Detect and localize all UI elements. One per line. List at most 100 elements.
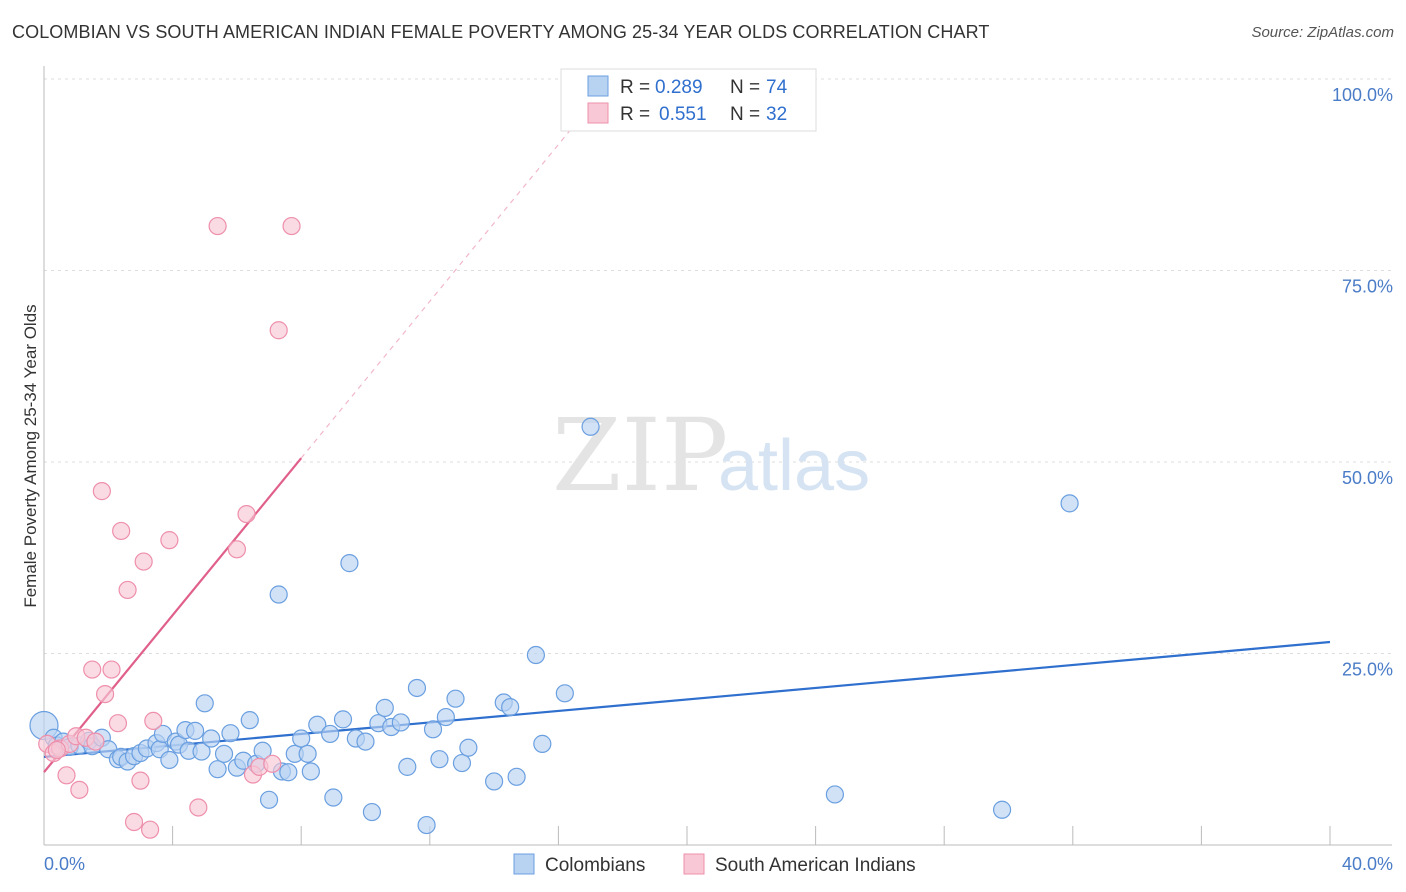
- x-tick-label: 40.0%: [1342, 854, 1393, 874]
- point-colombians: [356, 732, 375, 751]
- point-colombians: [423, 720, 443, 739]
- point-colombians: [398, 757, 417, 776]
- point-colombians: [533, 734, 552, 753]
- point-south-american-indians: [237, 504, 256, 524]
- point-south-american-indians: [263, 754, 282, 773]
- point-colombians: [825, 785, 844, 804]
- point-colombians: [298, 744, 317, 763]
- point-colombians: [324, 788, 343, 807]
- series-legend: Colombians South American Indians: [513, 853, 916, 876]
- point-colombians: [195, 694, 214, 713]
- data-points: [29, 216, 1079, 839]
- point-colombians: [581, 417, 600, 436]
- point-colombians: [407, 678, 427, 698]
- point-south-american-indians: [92, 482, 111, 501]
- point-colombians: [240, 711, 259, 730]
- y-tick-label: 50.0%: [1342, 468, 1393, 488]
- point-colombians: [452, 753, 472, 773]
- legend-n-value-colombians: 74: [766, 77, 788, 98]
- legend-n-label: N =: [730, 77, 760, 98]
- point-south-american-indians: [102, 660, 121, 679]
- point-colombians: [430, 750, 449, 769]
- point-south-american-indians: [189, 798, 208, 817]
- point-south-american-indians: [208, 216, 227, 236]
- y-tick-label: 100.0%: [1332, 85, 1393, 105]
- legend-n-label: N =: [730, 104, 760, 125]
- bottom-legend-swatch-south-american-indians: [683, 853, 705, 875]
- point-south-american-indians: [134, 552, 153, 571]
- y-axis-label: Female Poverty Among 25-34 Year Olds: [21, 304, 40, 607]
- point-colombians: [321, 724, 340, 744]
- point-south-american-indians: [227, 540, 246, 559]
- legend-swatch-south-american-indians: [587, 102, 609, 124]
- point-south-american-indians: [140, 820, 160, 839]
- point-colombians: [507, 767, 526, 786]
- legend-r-value-south-american-indians: 0.551: [659, 104, 707, 125]
- point-colombians: [436, 707, 455, 727]
- point-colombians: [1060, 494, 1079, 513]
- correlation-legend: R = 0.289 N = 74 R = 0.551 N = 32: [560, 68, 817, 132]
- point-colombians: [446, 689, 465, 708]
- point-south-american-indians: [57, 766, 76, 785]
- point-colombians: [192, 742, 211, 761]
- point-colombians: [333, 710, 353, 729]
- chart-title: COLOMBIAN VS SOUTH AMERICAN INDIAN FEMAL…: [12, 22, 990, 42]
- point-south-american-indians: [282, 216, 301, 236]
- point-south-american-indians: [86, 732, 105, 751]
- point-colombians: [362, 802, 382, 822]
- legend-r-label: R =: [620, 77, 650, 98]
- x-tick-label: 0.0%: [44, 854, 85, 874]
- bottom-legend-label-colombians: Colombians: [545, 855, 645, 876]
- bottom-legend-label-south-american-indians: South American Indians: [715, 855, 916, 876]
- trend-line-colombians: [43, 640, 1331, 759]
- y-tick-label: 25.0%: [1342, 660, 1393, 680]
- point-colombians: [555, 684, 574, 703]
- trend-line-extension-south-american-indians: [300, 124, 575, 459]
- point-colombians: [160, 750, 179, 770]
- point-south-american-indians: [269, 321, 288, 340]
- point-colombians: [301, 762, 320, 781]
- point-south-american-indians: [118, 580, 137, 600]
- bottom-legend-swatch-colombians: [513, 853, 535, 875]
- point-colombians: [501, 698, 520, 717]
- legend-r-label: R =: [620, 104, 650, 125]
- gridlines: [44, 78, 1392, 654]
- point-south-american-indians: [131, 771, 150, 790]
- point-south-american-indians: [160, 531, 179, 550]
- point-colombians: [269, 585, 288, 604]
- source-label: Source: ZipAtlas.com: [1251, 24, 1394, 41]
- point-south-american-indians: [70, 780, 89, 799]
- point-colombians: [186, 721, 205, 740]
- point-south-american-indians: [47, 740, 66, 760]
- point-colombians: [391, 713, 410, 732]
- point-colombians: [417, 815, 436, 835]
- point-colombians: [202, 729, 221, 748]
- legend-r-value-colombians: 0.289: [655, 77, 703, 98]
- point-colombians: [308, 715, 327, 734]
- point-colombians: [279, 763, 298, 782]
- point-south-american-indians: [108, 714, 128, 733]
- point-colombians: [485, 772, 504, 791]
- watermark-zip: ZIP: [552, 397, 728, 514]
- point-south-american-indians: [124, 812, 144, 832]
- point-colombians: [340, 554, 359, 573]
- point-colombians: [459, 738, 478, 757]
- point-colombians: [214, 744, 234, 763]
- watermark-atlas: atlas: [718, 426, 870, 506]
- point-colombians: [208, 760, 227, 779]
- point-south-american-indians: [112, 521, 131, 541]
- point-south-american-indians: [144, 711, 163, 731]
- point-colombians: [992, 800, 1012, 819]
- legend-swatch-colombians: [587, 75, 609, 97]
- tick-labels: 100.0% 75.0% 50.0% 25.0% 0.0% 40.0%: [44, 85, 1393, 874]
- point-colombians: [375, 698, 394, 717]
- trend-line-south-american-indians: [43, 457, 303, 773]
- point-colombians: [526, 645, 545, 665]
- legend-n-value-south-american-indians: 32: [766, 104, 787, 125]
- point-south-american-indians: [95, 684, 115, 704]
- point-colombians: [259, 790, 279, 809]
- y-tick-label: 75.0%: [1342, 277, 1393, 297]
- point-south-american-indians: [83, 660, 102, 679]
- point-colombians: [221, 724, 240, 743]
